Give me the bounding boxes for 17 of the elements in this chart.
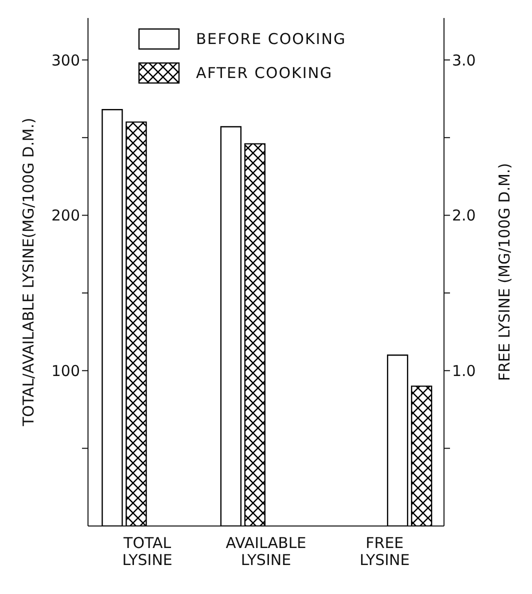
bar — [244, 143, 266, 526]
x-tick-label: FREE LYSINE — [360, 534, 410, 569]
y2-tick-label: 3.0 — [452, 51, 476, 70]
bar — [102, 109, 123, 526]
x-tick-label: AVAILABLE LYSINE — [226, 534, 306, 569]
y-tick-label: 100 — [51, 362, 80, 380]
bar — [126, 121, 147, 526]
legend-label: BEFORE COOKING — [196, 30, 346, 48]
bar — [220, 126, 242, 526]
y-tick-label: 200 — [51, 206, 80, 225]
y2-tick-label: 2.0 — [452, 206, 476, 225]
y-axis-title: TOTAL/AVAILABLE LYSINE(MG/100G D.M.) — [19, 118, 38, 428]
y2-axis-title: FREE LYSINE (MG/100G D.M.) — [495, 162, 514, 382]
x-tick-label: TOTAL LYSINE — [122, 534, 172, 569]
legend-label: AFTER COOKING — [196, 64, 333, 82]
y2-tick-label: 1.0 — [452, 362, 476, 380]
y-tick-label: 300 — [51, 51, 80, 70]
